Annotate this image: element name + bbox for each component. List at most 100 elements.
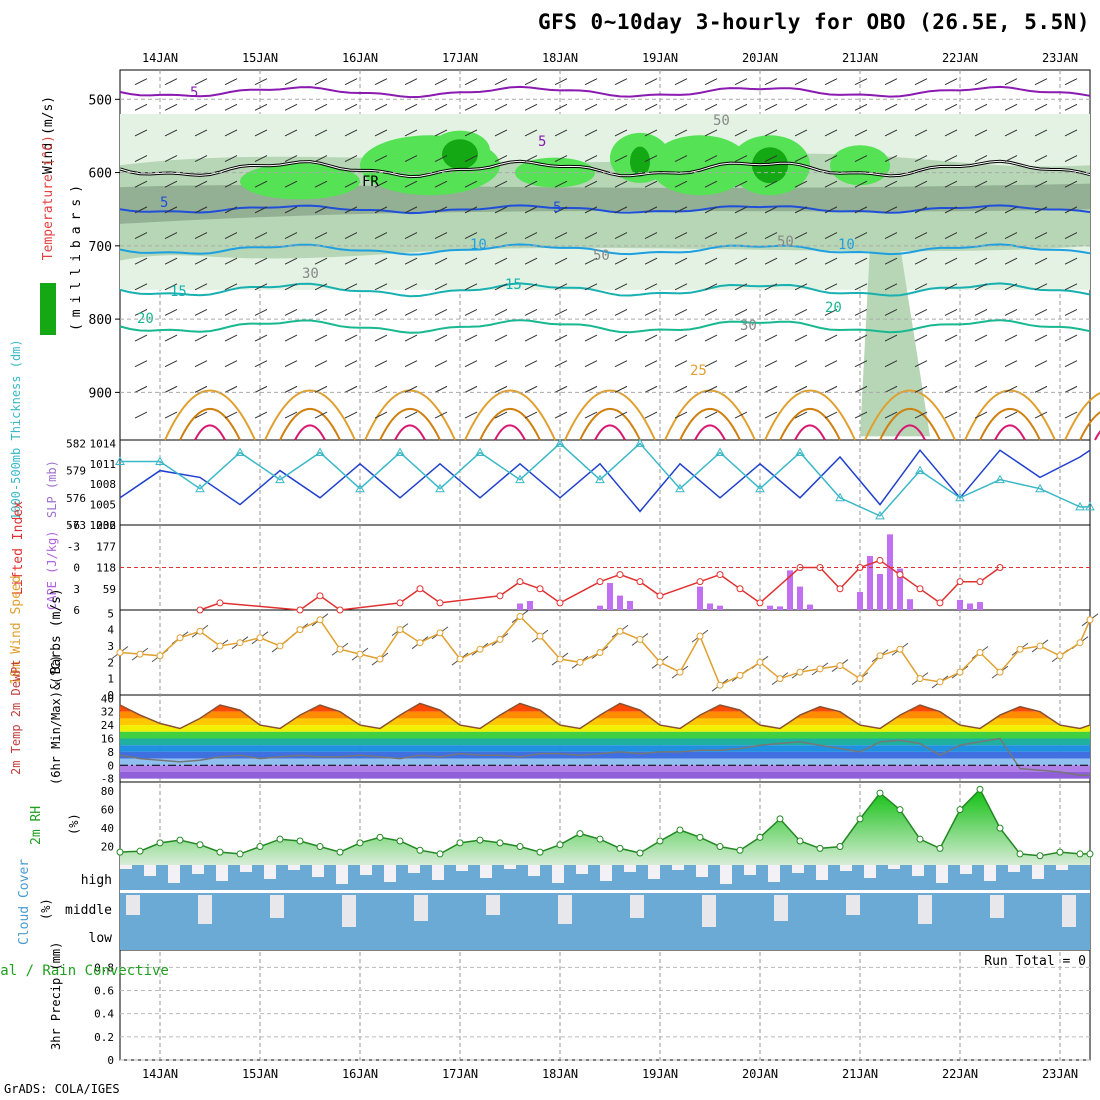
cloud-high-gap bbox=[312, 865, 324, 877]
cape-bar bbox=[857, 591, 863, 610]
temp-contour-25 bbox=[264, 389, 356, 441]
upper-wind-barb bbox=[584, 308, 598, 316]
cloud-high-gap bbox=[384, 865, 396, 882]
upper-wind-barb bbox=[164, 283, 178, 291]
cloud-high-gap bbox=[912, 865, 924, 876]
upper-wind-barb bbox=[794, 180, 808, 188]
upper-wind-barb bbox=[854, 360, 868, 368]
temp2m-ytick-label: 32 bbox=[101, 706, 114, 719]
upper-wind-barb bbox=[434, 257, 448, 265]
upper-wind-barb bbox=[614, 385, 628, 393]
upper-wind-barb bbox=[764, 155, 778, 163]
upper-wind-barb bbox=[254, 155, 268, 163]
contour-label: 20 bbox=[137, 311, 154, 327]
bottom-day-label: 18JAN bbox=[542, 1067, 578, 1081]
upper-wind-barb bbox=[794, 334, 808, 342]
cloud-ylabel-units: (%) bbox=[39, 898, 53, 920]
temp2m-ytick-label: 24 bbox=[101, 719, 115, 732]
precip-ytick-label: 0.6 bbox=[94, 985, 114, 998]
rh2m-marker bbox=[836, 843, 844, 851]
upper-wind-barb bbox=[374, 308, 388, 316]
upper-wind-barb bbox=[824, 103, 838, 111]
upper-wind-barb bbox=[374, 155, 388, 163]
thickness-marker bbox=[835, 492, 845, 502]
upper-wind-barb bbox=[794, 103, 808, 111]
upper-wind-barb bbox=[344, 283, 358, 291]
thickness-marker bbox=[515, 474, 525, 484]
li-marker bbox=[896, 571, 904, 579]
upper-wind-barb bbox=[254, 308, 268, 316]
contour-label: 20 bbox=[825, 300, 842, 316]
upper-wind-barb bbox=[404, 360, 418, 368]
upper-wind-barb bbox=[314, 180, 328, 188]
upper-wind-barb bbox=[1034, 257, 1048, 265]
upper-wind-barb bbox=[134, 155, 148, 163]
contour-label: 5 bbox=[553, 200, 561, 216]
upper-wind-barb bbox=[284, 411, 298, 419]
upper-wind-barb bbox=[434, 155, 448, 163]
upper-wind-barb bbox=[974, 129, 988, 137]
upper-wind-barb bbox=[524, 360, 538, 368]
rh2m-marker bbox=[276, 835, 284, 843]
cloud-high-gap bbox=[744, 865, 756, 875]
upper-wind-barb bbox=[794, 308, 808, 316]
cape-bar bbox=[617, 595, 623, 610]
upper-wind-barb bbox=[404, 155, 418, 163]
cape-bar bbox=[967, 603, 973, 610]
wind10-marker bbox=[596, 649, 604, 656]
bottom-day-label: 20JAN bbox=[742, 1067, 778, 1081]
wind10-marker bbox=[356, 650, 364, 658]
thickness-marker bbox=[555, 438, 565, 447]
upper-wind-barb bbox=[224, 308, 238, 316]
upper-wind-barb bbox=[164, 78, 178, 86]
upper-wind-barb bbox=[554, 129, 568, 137]
upper-wind-barb bbox=[734, 180, 748, 188]
cloud-mid-gap bbox=[1062, 895, 1076, 927]
upper-wind-barb bbox=[164, 334, 178, 342]
temp-contour-25 bbox=[564, 389, 656, 441]
upper-wind-barb bbox=[734, 385, 748, 393]
wind10-ytick-label: 1 bbox=[107, 673, 114, 686]
panel-frame-precip bbox=[119, 949, 1091, 1061]
upper-wind-barb bbox=[194, 206, 208, 214]
upper-wind-barb bbox=[314, 129, 328, 137]
upper-wind-barb bbox=[704, 411, 718, 419]
upper-wind-barb bbox=[644, 257, 658, 265]
upper-wind-barb bbox=[794, 155, 808, 163]
upper-wind-barb bbox=[704, 334, 718, 342]
upper-wind-barb bbox=[524, 257, 538, 265]
rh-legend-swatch bbox=[40, 283, 56, 335]
temp-contour-35 bbox=[694, 424, 726, 441]
wind10-marker bbox=[896, 645, 904, 653]
cloud-mid-gap bbox=[990, 895, 1004, 918]
upper-wind-barb bbox=[1034, 180, 1048, 188]
upper-ylabel-wind: Wind (m/s) bbox=[41, 96, 56, 174]
upper-wind-barb bbox=[914, 155, 928, 163]
upper-wind-barb bbox=[824, 155, 838, 163]
upper-wind-barb bbox=[464, 78, 478, 86]
upper-wind-barb bbox=[584, 334, 598, 342]
upper-wind-barb bbox=[164, 257, 178, 265]
upper-wind-barb bbox=[464, 411, 478, 419]
upper-wind-barb bbox=[914, 78, 928, 86]
upper-wind-barb bbox=[614, 103, 628, 111]
thickness-marker bbox=[155, 456, 165, 466]
upper-wind-barb bbox=[944, 129, 958, 137]
upper-wind-barb bbox=[1004, 232, 1018, 239]
upper-wind-barb bbox=[854, 206, 868, 214]
li-marker bbox=[296, 606, 304, 614]
upper-wind-barb bbox=[434, 283, 448, 291]
cape-bar bbox=[887, 534, 893, 610]
upper-wind-barb bbox=[344, 180, 358, 188]
cape-bar bbox=[697, 586, 703, 610]
upper-wind-barb bbox=[404, 180, 418, 188]
upper-wind-barb bbox=[644, 180, 658, 188]
upper-wind-barb bbox=[494, 283, 508, 291]
li-marker bbox=[696, 578, 704, 586]
rh2m-marker bbox=[556, 841, 564, 849]
cape-ylabel-cape: CAPE (J/kg) bbox=[45, 531, 59, 610]
upper-wind-barb bbox=[464, 360, 478, 368]
cloud-high-gap bbox=[984, 865, 996, 881]
temp-contour-25 bbox=[364, 389, 456, 441]
